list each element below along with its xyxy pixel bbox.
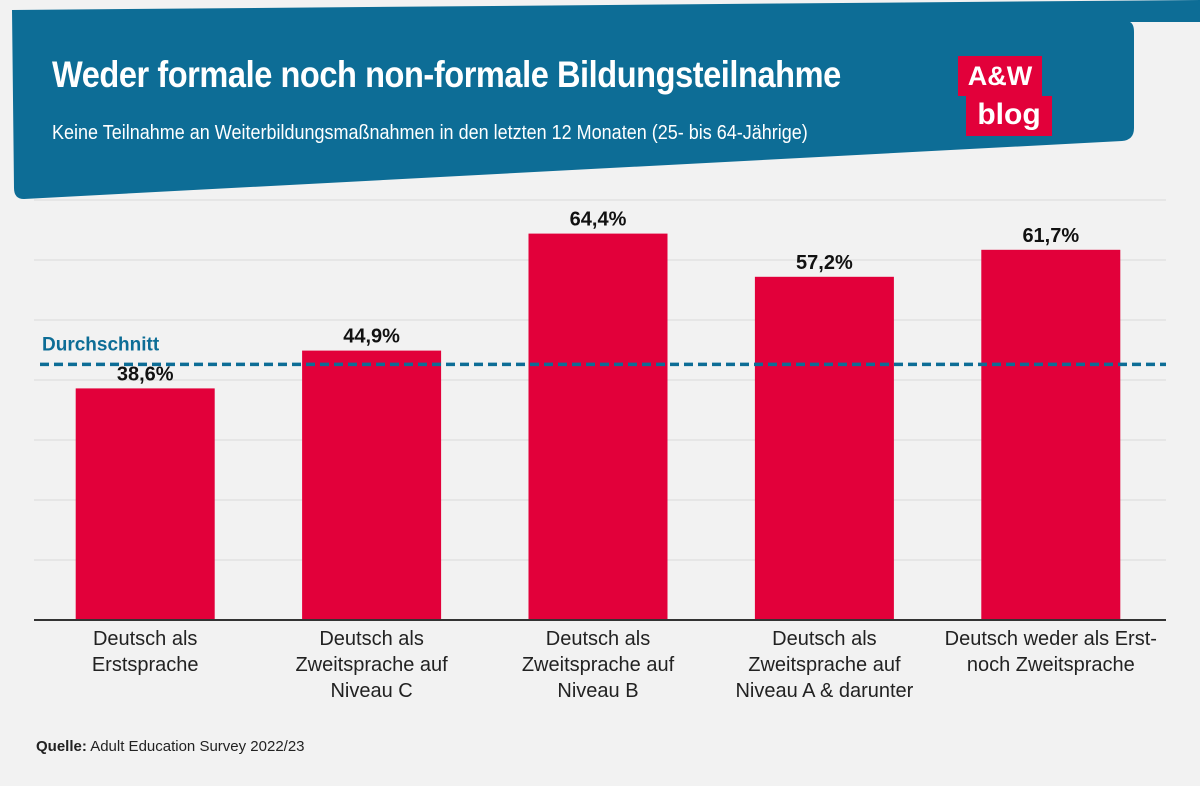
bar: [302, 350, 442, 620]
category-label: Deutsch als Zweitsprache auf Niveau A & …: [735, 628, 914, 702]
logo-blog-text: blog: [966, 96, 1052, 136]
source-label: Quelle:: [36, 738, 87, 755]
aw-blog-logo[interactable]: A&W blog: [958, 56, 1054, 136]
category-label: Deutsch als Zweitsprache auf Niveau B: [521, 628, 675, 702]
category-label: Deutsch weder als Erst- noch Zweitsprach…: [944, 628, 1157, 676]
bar: [754, 276, 894, 620]
value-label: 64,4%: [570, 209, 627, 231]
value-label: 44,9%: [343, 326, 400, 348]
bar: [528, 233, 668, 620]
source-text: Adult Education Survey 2022/23: [90, 738, 305, 755]
logo-aw-text: A&W: [958, 56, 1042, 96]
category-label: Deutsch als Erstsprache: [91, 628, 199, 676]
chart-title: Weder formale noch non-formale Bildungst…: [52, 54, 841, 95]
average-marker: Durchschnitt: [40, 334, 1166, 367]
source-note: Quelle: Adult Education Survey 2022/23: [36, 738, 305, 755]
bar: [75, 388, 215, 620]
bar: [981, 249, 1121, 621]
bars: [75, 233, 1121, 621]
value-labels: 38,6% 44,9% 64,4% 57,2% 61,7%: [117, 209, 1080, 386]
header-banner: [12, 0, 1200, 199]
average-label: Durchschnitt: [42, 334, 160, 355]
category-label: Deutsch als Zweitsprache auf Niveau C: [295, 628, 448, 702]
chart-subtitle: Keine Teilnahme an Weiterbildungsmaßnahm…: [52, 122, 808, 144]
value-label: 38,6%: [117, 363, 174, 385]
value-label: 57,2%: [796, 252, 853, 274]
value-label: 61,7%: [1022, 225, 1079, 247]
